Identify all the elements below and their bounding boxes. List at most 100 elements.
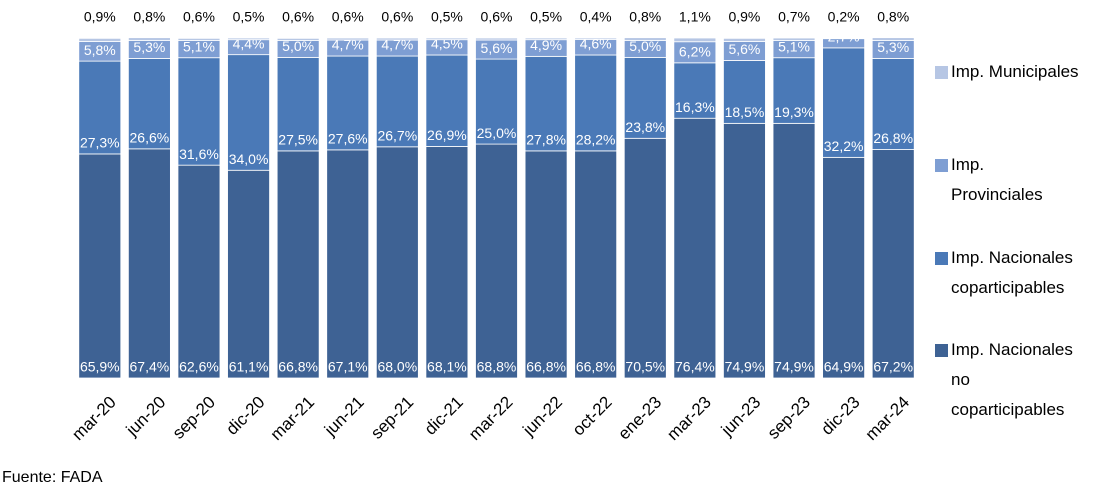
data-label: 74,9% bbox=[725, 359, 765, 375]
x-tick-label: dic-20 bbox=[222, 393, 268, 439]
data-label: 62,6% bbox=[179, 359, 219, 375]
data-label: 61,1% bbox=[229, 359, 269, 375]
x-tick-label: sep-21 bbox=[367, 393, 417, 443]
legend-item: Imp. Nacionales no coparticipables bbox=[935, 335, 1085, 425]
data-label: 16,3% bbox=[675, 99, 715, 115]
bar-segment bbox=[375, 37, 419, 41]
data-label: 0,8% bbox=[629, 9, 661, 25]
data-label: 65,9% bbox=[80, 359, 120, 375]
bar-segment bbox=[78, 153, 122, 379]
bar-segment bbox=[475, 58, 518, 145]
x-tick-label: dic-21 bbox=[421, 393, 467, 439]
data-label: 0,6% bbox=[481, 9, 513, 25]
data-label: 5,3% bbox=[133, 39, 165, 55]
bar-segment bbox=[772, 37, 816, 41]
bar-segment bbox=[673, 37, 717, 43]
bar-segment bbox=[227, 54, 270, 171]
data-label: 66,8% bbox=[278, 359, 318, 375]
x-tick-label: mar-20 bbox=[68, 393, 120, 445]
bar-segment bbox=[871, 149, 915, 379]
bar-segment bbox=[871, 58, 915, 150]
bar-segment bbox=[574, 150, 618, 379]
data-label: 26,7% bbox=[377, 128, 417, 144]
data-label: 64,9% bbox=[824, 359, 864, 375]
x-tick-label: mar-21 bbox=[267, 393, 319, 445]
data-label: 0,8% bbox=[133, 9, 165, 25]
data-label: 74,9% bbox=[774, 359, 814, 375]
data-label: 0,6% bbox=[183, 9, 215, 25]
data-label: 0,5% bbox=[431, 9, 463, 25]
data-label: 0,2% bbox=[828, 9, 860, 25]
data-label: 67,4% bbox=[130, 359, 170, 375]
data-label: 27,5% bbox=[278, 132, 318, 148]
data-label: 68,0% bbox=[377, 359, 417, 375]
bar-segment bbox=[425, 37, 469, 41]
legend-swatch bbox=[935, 159, 948, 172]
bar-segment bbox=[574, 37, 618, 40]
data-label: 5,1% bbox=[183, 38, 215, 54]
bar-segment bbox=[276, 150, 320, 379]
bar-segment bbox=[276, 37, 320, 41]
bar-segment bbox=[723, 60, 766, 124]
data-label: 68,8% bbox=[477, 359, 517, 375]
legend-swatch bbox=[935, 344, 948, 357]
x-tick-label: jun-21 bbox=[320, 393, 368, 441]
data-label: 6,2% bbox=[679, 44, 711, 60]
bar-segment bbox=[326, 149, 370, 379]
x-tick-label: dic-23 bbox=[817, 393, 863, 439]
data-label: 5,0% bbox=[629, 38, 661, 54]
data-label: 0,9% bbox=[84, 9, 116, 25]
data-label: 0,7% bbox=[778, 9, 810, 25]
data-label: 68,1% bbox=[427, 359, 467, 375]
data-label: 26,9% bbox=[427, 127, 467, 143]
bar-segment bbox=[127, 58, 171, 150]
data-label: 19,3% bbox=[774, 104, 814, 120]
x-tick-label: sep-23 bbox=[764, 393, 814, 443]
x-tick-label: jun-22 bbox=[519, 393, 567, 441]
bar-segment bbox=[177, 164, 221, 379]
data-label: 31,6% bbox=[179, 146, 219, 162]
data-label: 0,5% bbox=[233, 9, 265, 25]
legend-swatch bbox=[935, 66, 948, 79]
x-tick-label: mar-24 bbox=[862, 393, 914, 445]
data-label: 0,8% bbox=[877, 9, 909, 25]
bar-segment bbox=[822, 37, 866, 40]
bar-segment bbox=[772, 122, 816, 379]
bar-segment bbox=[276, 56, 320, 152]
bar-segment bbox=[673, 117, 717, 379]
data-label: 5,6% bbox=[728, 41, 760, 57]
data-label: 67,2% bbox=[873, 359, 913, 375]
data-label: 0,9% bbox=[728, 9, 760, 25]
bar-segment bbox=[623, 37, 667, 41]
bar-segment bbox=[871, 37, 915, 41]
bar-segment bbox=[623, 56, 667, 139]
data-label: 1,1% bbox=[679, 9, 711, 25]
legend-item: Imp. Nacionales coparticipables bbox=[935, 243, 1085, 303]
legend-label: Imp. Municipales bbox=[951, 62, 1079, 81]
bar-segment bbox=[177, 57, 221, 166]
bar-segment bbox=[78, 60, 122, 155]
legend-label: Imp. Nacionales no coparticipables bbox=[951, 340, 1073, 419]
x-tick-label: sep-20 bbox=[169, 393, 219, 443]
bar-segment bbox=[78, 37, 122, 42]
bar-segment bbox=[227, 169, 270, 379]
x-tick-label: jun-23 bbox=[717, 393, 765, 441]
data-label: 26,6% bbox=[130, 130, 170, 146]
bar-segment bbox=[822, 156, 866, 379]
legend-label: Imp. Provinciales bbox=[951, 155, 1043, 204]
data-label: 4,7% bbox=[381, 37, 413, 53]
data-label: 27,6% bbox=[328, 131, 368, 147]
data-label: 5,8% bbox=[84, 42, 116, 58]
bar-segment bbox=[326, 55, 370, 151]
data-label: 26,8% bbox=[873, 130, 913, 146]
legend-label: Imp. Nacionales coparticipables bbox=[951, 248, 1073, 297]
bar-segment bbox=[772, 57, 816, 124]
bar-segment bbox=[475, 37, 518, 41]
bar-segment bbox=[127, 37, 171, 41]
bar-segment bbox=[425, 146, 469, 379]
data-label: 2,7% bbox=[828, 29, 860, 45]
data-label: 28,2% bbox=[576, 132, 616, 148]
data-label: 4,9% bbox=[530, 37, 562, 53]
data-label: 0,5% bbox=[530, 9, 562, 25]
